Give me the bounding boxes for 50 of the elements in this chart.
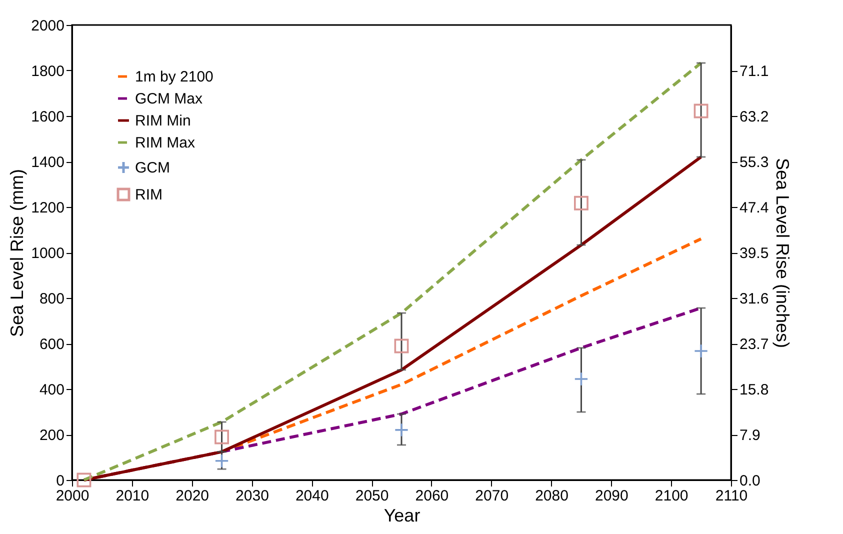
y-tick-label: 1800 <box>31 63 64 80</box>
point <box>574 372 588 386</box>
x-tick-label: 2100 <box>654 488 688 504</box>
y-tick-label: 1200 <box>31 200 64 216</box>
x-tick-label: 2020 <box>176 488 210 504</box>
y2-tick-label: 55.3 <box>740 154 769 171</box>
y2-tick-label: 63.2 <box>740 108 769 126</box>
x-tick-label: 2060 <box>415 488 449 504</box>
legend-label: GCM <box>135 160 170 176</box>
x-tick-label: 2000 <box>56 488 90 504</box>
point <box>76 472 92 488</box>
y-tick-label: 1000 <box>31 245 64 262</box>
legend-label: 1m by 2100 <box>135 68 214 86</box>
y-tick-label: 0 <box>56 472 64 490</box>
legend-label: RIM <box>135 186 162 204</box>
y2-tick-label: 71.1 <box>740 63 769 80</box>
point <box>214 430 229 444</box>
y2-tick-label: 7.9 <box>740 427 760 444</box>
x-tick-label: 2050 <box>355 488 389 504</box>
y-axis-title: Sea Level Rise (mm) <box>7 168 28 338</box>
point <box>394 422 409 438</box>
y-tick-label: 1400 <box>31 154 64 171</box>
y2-tick-label: 31.6 <box>740 290 769 308</box>
legend-label: RIM Min <box>135 112 191 130</box>
y2-tick-label: 15.8 <box>740 382 769 398</box>
y2-axis-title: Sea Level Rise (inches) <box>772 158 793 348</box>
y-tick-label: 400 <box>39 382 64 398</box>
y-tick-label: 600 <box>39 336 64 353</box>
y-tick-label: 1600 <box>31 108 64 126</box>
x-tick-label: 2070 <box>475 488 509 504</box>
y-tick-label: 2000 <box>31 18 64 34</box>
y2-tick-label: 0.0 <box>740 472 760 490</box>
x-axis-title: Year <box>384 506 420 526</box>
x-tick-label: 2040 <box>295 488 329 504</box>
point <box>574 196 588 210</box>
y-tick-label: 200 <box>39 427 64 444</box>
x-tick-label: 2090 <box>594 488 628 504</box>
point <box>694 344 708 358</box>
y2-tick-label: 47.4 <box>740 200 769 216</box>
x-tick-label: 2110 <box>715 488 748 504</box>
x-tick-label: 2080 <box>535 488 568 504</box>
x-tick-label: 2030 <box>236 488 269 504</box>
x-tick-label: 2010 <box>116 488 150 504</box>
y2-tick-label: 39.5 <box>740 245 769 262</box>
y-tick-label: 800 <box>39 290 64 308</box>
point <box>394 338 409 354</box>
y2-tick-label: 23.7 <box>740 336 769 353</box>
legend-label: RIM Max <box>135 134 196 152</box>
point <box>694 104 708 118</box>
legend-label: GCM Max <box>135 90 203 108</box>
